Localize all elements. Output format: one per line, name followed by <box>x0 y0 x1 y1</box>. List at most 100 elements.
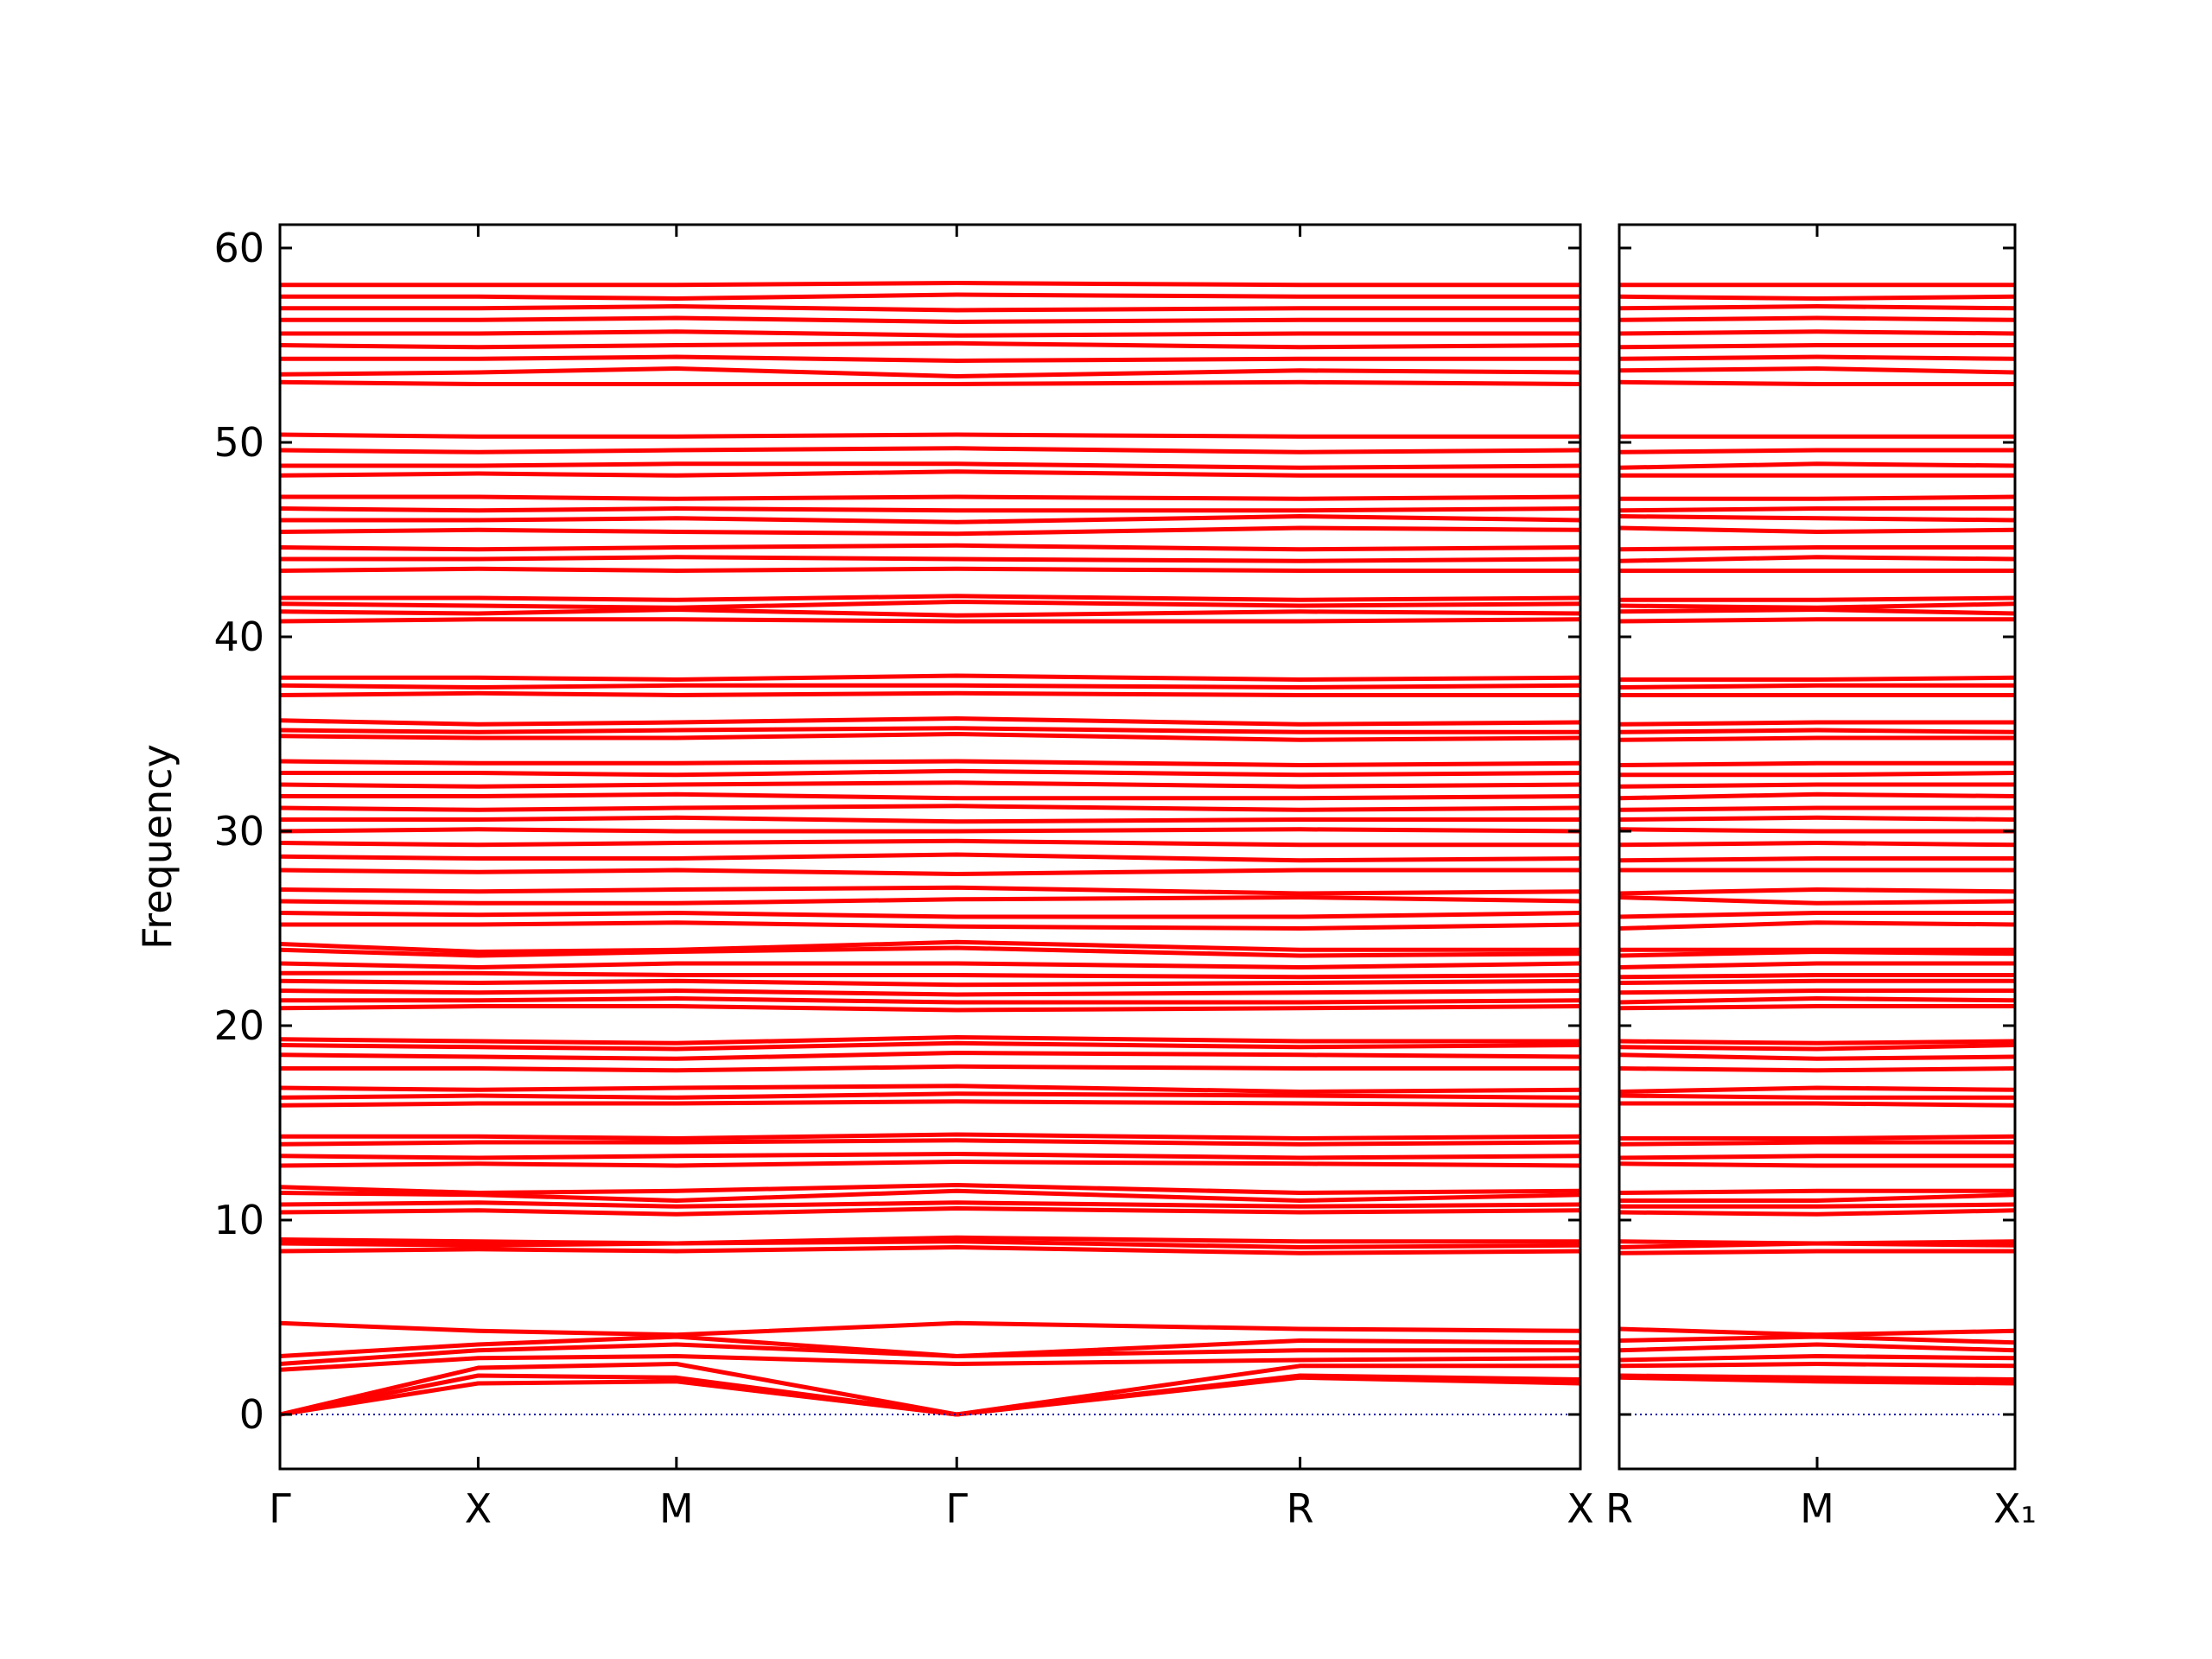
band <box>1618 815 2016 822</box>
band <box>279 895 1581 906</box>
y-tick-label: 20 <box>213 1002 264 1049</box>
band <box>1618 1043 2016 1052</box>
band <box>279 1354 1581 1372</box>
band <box>1618 366 2016 375</box>
band <box>1618 760 2015 767</box>
x-tick-label: R <box>1605 1485 1633 1532</box>
band <box>1618 1085 2016 1094</box>
band <box>279 827 1581 834</box>
band <box>1619 595 2016 602</box>
band <box>1618 1154 2015 1160</box>
x-tick-label: R <box>1287 1485 1314 1532</box>
band <box>279 939 1580 954</box>
band <box>1618 1093 2015 1100</box>
band <box>1618 514 2016 523</box>
band <box>1618 506 2015 513</box>
band <box>1618 856 2015 863</box>
band <box>280 354 1580 363</box>
band <box>1618 961 2015 969</box>
band <box>1618 601 2016 610</box>
band <box>1618 1354 2016 1363</box>
band <box>279 446 1581 454</box>
band <box>279 961 1581 969</box>
axes-frame <box>278 223 1582 1471</box>
band <box>279 732 1581 742</box>
band <box>1618 545 2015 552</box>
band <box>279 868 1580 876</box>
band <box>1618 1161 2015 1168</box>
x-tick-label: Γ <box>945 1485 968 1532</box>
band <box>279 978 1581 988</box>
band <box>279 1099 1581 1108</box>
band <box>280 1132 1581 1141</box>
y-tick-label: 50 <box>213 419 264 466</box>
y-tick-label: 0 <box>239 1391 264 1438</box>
band <box>1618 895 2016 906</box>
band <box>279 1138 1581 1147</box>
band <box>1618 720 2015 727</box>
y-tick-label: 10 <box>213 1197 264 1243</box>
band <box>1618 379 2015 386</box>
band <box>1618 728 2016 734</box>
band <box>280 329 1580 338</box>
y-axis-label: Frequency <box>134 744 181 950</box>
band <box>280 594 1581 602</box>
band <box>280 304 1580 313</box>
band <box>1618 1052 2016 1061</box>
band <box>279 469 1580 478</box>
band <box>1618 841 2016 848</box>
band <box>1618 920 2016 931</box>
band <box>279 1091 1581 1100</box>
band <box>279 1004 1581 1013</box>
band <box>280 494 1581 501</box>
band <box>1618 461 2016 470</box>
band <box>280 996 1581 1005</box>
band <box>1618 617 2015 624</box>
band <box>1619 1192 2016 1203</box>
band <box>1618 805 2015 812</box>
band <box>280 315 1580 324</box>
y-tick-label: 60 <box>213 225 264 271</box>
band <box>1618 1249 2015 1255</box>
band <box>1618 973 2015 980</box>
band <box>280 461 1581 470</box>
band <box>280 768 1581 778</box>
band <box>279 1188 1581 1203</box>
band <box>279 726 1580 734</box>
band <box>1618 1140 2015 1147</box>
band <box>279 379 1581 386</box>
band <box>1618 525 2016 534</box>
band <box>279 600 1581 610</box>
band <box>279 543 1581 552</box>
band <box>280 673 1581 682</box>
band <box>279 804 1581 812</box>
band <box>1618 315 2016 322</box>
band <box>1618 294 2016 301</box>
axes-frame <box>1618 223 2017 1471</box>
band <box>279 1320 1581 1338</box>
panel: R M X₁ <box>1605 223 2037 1532</box>
band <box>279 988 1581 997</box>
band <box>279 1245 1581 1255</box>
band <box>1618 996 2016 1005</box>
band <box>1618 1066 2016 1073</box>
band <box>279 1342 1580 1366</box>
band <box>1618 555 2016 563</box>
band <box>279 1183 1581 1195</box>
band <box>279 716 1581 727</box>
band <box>280 970 1581 980</box>
band <box>279 683 1581 690</box>
band <box>1618 448 2015 454</box>
band <box>1618 683 2015 690</box>
band <box>279 1362 1580 1417</box>
band <box>279 340 1581 350</box>
band <box>1618 1375 2016 1386</box>
x-tick-label: X <box>465 1485 493 1532</box>
y-tick-label: 40 <box>213 613 264 660</box>
band <box>279 759 1581 767</box>
band <box>1618 1373 2016 1382</box>
band <box>1619 1134 2016 1141</box>
band <box>1618 887 2016 896</box>
band <box>1619 675 2016 682</box>
